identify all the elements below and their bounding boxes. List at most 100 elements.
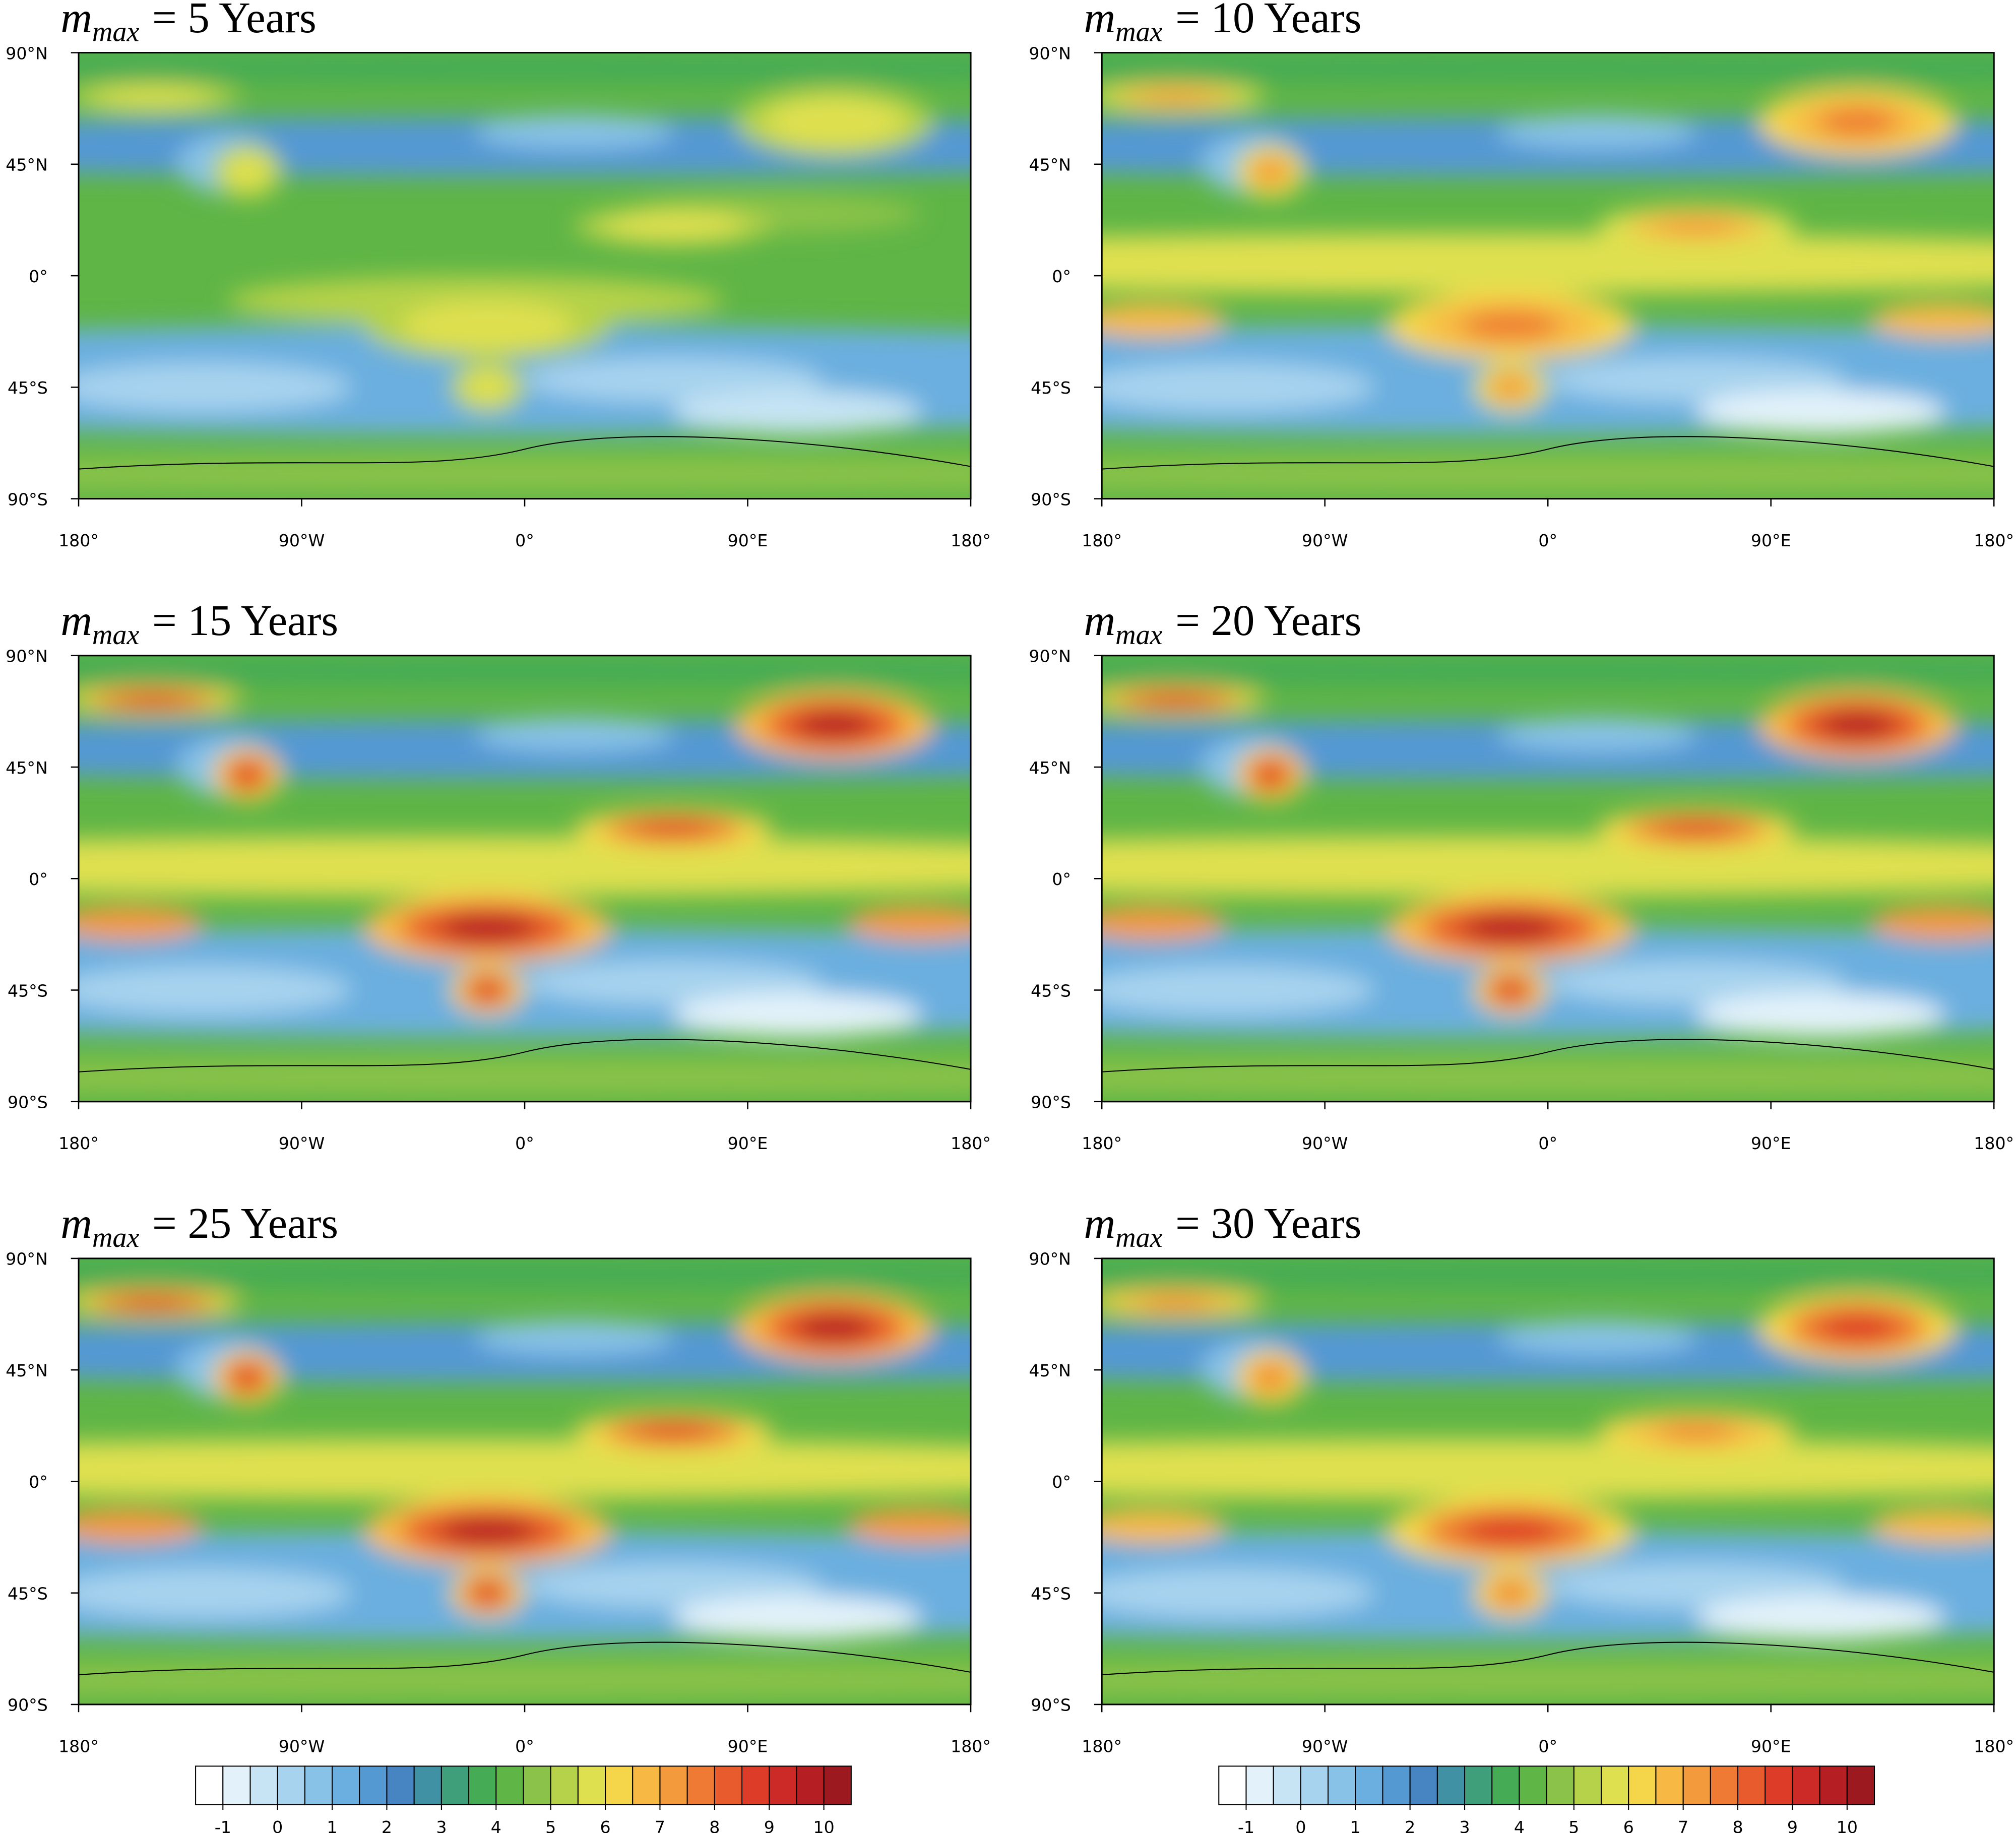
colorbar-box — [440, 1765, 470, 1805]
colorbar-box — [1628, 1765, 1657, 1805]
colorbar-label: 5 — [1568, 1817, 1579, 1833]
x-tick-label: 90°W — [1302, 531, 1348, 550]
contour-region — [78, 836, 971, 896]
y-tick-label: 0° — [1052, 869, 1071, 889]
colorbar-label: 0 — [1295, 1817, 1306, 1833]
contour-region — [1818, 1314, 1898, 1342]
colorbar-box — [222, 1765, 251, 1805]
contour-region — [1102, 1568, 1374, 1618]
y-tick-label: 90°N — [1029, 1249, 1071, 1269]
x-tick-label: 90°W — [279, 531, 325, 550]
field-blobs — [1102, 1258, 1994, 1697]
field-blobs — [1102, 655, 1994, 1095]
y-tick-label: 45°N — [6, 758, 48, 778]
contour-region — [475, 717, 674, 752]
title-subscript: max — [92, 17, 140, 48]
title-text: = 10 Years — [1175, 0, 1361, 42]
y-tick-label: 45°S — [8, 981, 48, 1000]
contour-region — [634, 1424, 713, 1440]
contour-region — [1657, 1424, 1736, 1440]
contour-region — [794, 108, 874, 136]
coastline — [1102, 1039, 1994, 1072]
contour-region — [1461, 311, 1560, 339]
colorbar-box — [577, 1765, 606, 1805]
colorbar-box — [1546, 1765, 1574, 1805]
contour-region — [437, 1517, 537, 1545]
y-tick-label: 90°S — [8, 489, 48, 509]
contour-region — [1102, 1508, 1226, 1544]
colorbar-box — [741, 1765, 770, 1805]
contour-region — [1870, 1508, 1994, 1544]
panel-title: mmax = 15 Years — [60, 596, 338, 651]
coastline — [78, 436, 971, 470]
colorbar-box — [1573, 1765, 1602, 1805]
y-tick-label: 0° — [1052, 267, 1071, 286]
title-text: = 5 Years — [152, 0, 317, 42]
contour-region — [1102, 965, 1374, 1015]
colorbar-box — [1464, 1765, 1493, 1805]
x-tick-label: 0° — [1538, 531, 1557, 550]
panel-title: mmax = 30 Years — [1084, 1199, 1361, 1253]
contour-region — [472, 377, 502, 398]
map-panel: mmax = 10 Years 180° 90°W 0° 90°E 180° 90°N 45°N… — [1029, 0, 2014, 550]
contour-region — [525, 357, 823, 402]
coastline — [1102, 436, 1994, 470]
contour-region — [118, 91, 188, 103]
y-tick-label: 45°S — [1031, 378, 1071, 398]
y-tick-label: 0° — [29, 1472, 48, 1492]
y-tick-label: 0° — [1052, 1472, 1071, 1492]
colorbar-box — [1218, 1765, 1247, 1805]
x-tick-label: 180° — [1082, 1133, 1122, 1153]
colorbar-box — [1655, 1765, 1684, 1805]
contour-region — [1498, 717, 1697, 752]
title-symbol: m — [60, 0, 92, 42]
colorbar-label: 0 — [272, 1817, 283, 1833]
colorbar-box — [249, 1765, 278, 1805]
coastline — [1102, 1641, 1994, 1675]
contour-region — [1102, 1258, 1994, 1288]
y-tick-label: 45°S — [8, 1584, 48, 1603]
field-blobs — [78, 655, 971, 1095]
contour-region — [1498, 114, 1697, 150]
colorbar-box — [769, 1765, 797, 1805]
contour-region — [1870, 906, 1994, 941]
colorbar-box — [1300, 1765, 1329, 1805]
title-text: = 20 Years — [1175, 596, 1361, 645]
colorbar-box — [1273, 1765, 1301, 1805]
x-tick-label: 180° — [951, 1736, 991, 1756]
contour-region — [1256, 764, 1285, 786]
contour-region — [78, 1568, 351, 1618]
colorbar-box — [1601, 1765, 1629, 1805]
colorbar-box — [1436, 1765, 1466, 1805]
contour-region — [472, 980, 502, 1000]
colorbar-box — [1382, 1765, 1411, 1805]
y-tick-label: 90°S — [1031, 1695, 1071, 1715]
contour-region — [233, 160, 261, 183]
colorbar-box — [550, 1765, 579, 1805]
contour-region — [794, 1314, 874, 1342]
x-tick-label: 180° — [1974, 1133, 2014, 1153]
contour-region — [1102, 1662, 1994, 1697]
coastline — [78, 1641, 971, 1675]
colorbar-label: 9 — [1787, 1817, 1798, 1833]
contour-region — [847, 906, 971, 941]
x-tick-label: 180° — [58, 1133, 99, 1153]
x-tick-label: 180° — [58, 1736, 99, 1756]
contour-region — [1102, 303, 1226, 338]
y-tick-label: 90°N — [6, 647, 48, 666]
contour-region — [475, 114, 674, 150]
colorbar-label: 1 — [327, 1817, 338, 1833]
x-tick-label: 180° — [1082, 1736, 1122, 1756]
x-tick-label: 180° — [58, 531, 99, 550]
x-tick-label: 0° — [515, 531, 534, 550]
y-tick-label: 90°N — [6, 1249, 48, 1269]
contour-region — [847, 1508, 971, 1544]
y-tick-label: 45°S — [1031, 1584, 1071, 1603]
colorbar-box — [714, 1765, 743, 1805]
y-tick-label: 90°S — [1031, 489, 1071, 509]
contour-region — [794, 711, 874, 739]
y-tick-label: 90°S — [1031, 1093, 1071, 1112]
title-symbol: m — [1084, 596, 1115, 645]
field — [1102, 1258, 1994, 1704]
contour-region — [78, 1059, 971, 1095]
